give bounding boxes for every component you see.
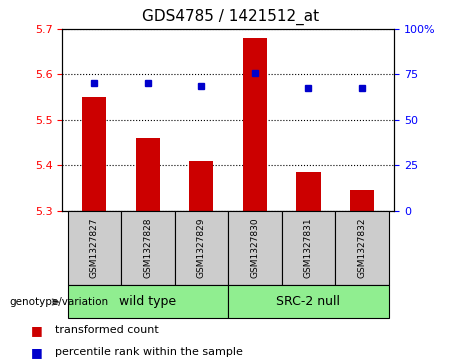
Text: GSM1327831: GSM1327831 <box>304 217 313 278</box>
Text: GSM1327829: GSM1327829 <box>197 217 206 278</box>
FancyBboxPatch shape <box>228 211 282 285</box>
Text: transformed count: transformed count <box>55 325 159 335</box>
Bar <box>136 138 160 211</box>
Text: GSM1327827: GSM1327827 <box>90 217 99 278</box>
Text: GDS4785 / 1421512_at: GDS4785 / 1421512_at <box>142 9 319 25</box>
Bar <box>189 160 213 211</box>
Bar <box>83 97 106 211</box>
Text: wild type: wild type <box>119 295 177 308</box>
Bar <box>296 172 320 211</box>
Bar <box>350 190 374 211</box>
Text: GSM1327830: GSM1327830 <box>250 217 260 278</box>
FancyBboxPatch shape <box>175 211 228 285</box>
Text: genotype/variation: genotype/variation <box>9 297 108 307</box>
Bar <box>243 38 267 211</box>
FancyBboxPatch shape <box>335 211 389 285</box>
FancyBboxPatch shape <box>68 211 121 285</box>
Text: percentile rank within the sample: percentile rank within the sample <box>55 347 243 357</box>
FancyBboxPatch shape <box>228 285 389 318</box>
Text: GSM1327832: GSM1327832 <box>358 217 366 278</box>
Text: SRC-2 null: SRC-2 null <box>277 295 341 308</box>
FancyBboxPatch shape <box>68 285 228 318</box>
Text: ■: ■ <box>31 324 43 337</box>
FancyBboxPatch shape <box>121 211 175 285</box>
Text: GSM1327828: GSM1327828 <box>143 217 153 278</box>
FancyBboxPatch shape <box>282 211 335 285</box>
Text: ■: ■ <box>31 346 43 359</box>
